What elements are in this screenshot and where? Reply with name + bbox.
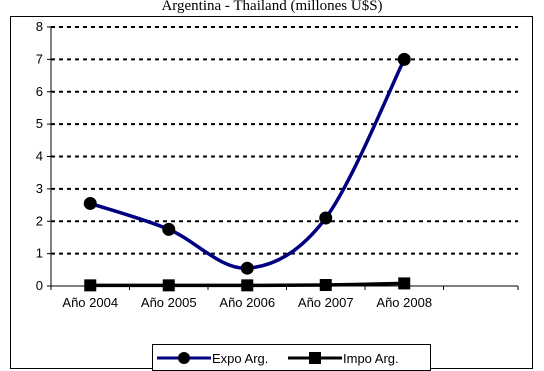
y-tick-label: 6 [36, 84, 43, 99]
y-tick-label: 0 [36, 278, 43, 293]
x-tick-label: Año 2005 [141, 295, 197, 310]
y-tick-label: 2 [36, 213, 43, 228]
data-point [319, 211, 333, 225]
chart-title: Argentina - Thailand (millones U$S) [161, 0, 383, 14]
data-point [397, 52, 411, 66]
data-point [84, 279, 97, 292]
data-point [241, 279, 254, 292]
x-tick-label: Año 2008 [376, 295, 432, 310]
y-tick-labels: 0 1 2 3 4 5 6 7 8 [36, 19, 43, 293]
legend-swatch-impo [288, 352, 342, 364]
y-tick-label: 8 [36, 19, 43, 34]
y-tick-label: 3 [36, 181, 43, 196]
x-tick-label: Año 2004 [62, 295, 118, 310]
gridlines [51, 26, 518, 255]
x-tick-label: Año 2007 [298, 295, 354, 310]
data-point [398, 277, 411, 290]
x-tick-label: Año 2006 [219, 295, 275, 310]
axes [47, 26, 519, 290]
legend-item-impo: Impo Arg. [288, 349, 399, 367]
data-point [319, 279, 332, 292]
y-tick-label: 5 [36, 116, 43, 131]
y-tick-label: 7 [36, 51, 43, 66]
legend-item-expo: Expo Arg. [157, 349, 268, 367]
data-point [83, 196, 97, 210]
y-tick-label: 4 [36, 149, 43, 164]
data-point [162, 222, 176, 236]
x-tick-labels: Año 2004 Año 2005 Año 2006 Año 2007 Año 2008 [62, 295, 432, 310]
data-point [240, 261, 254, 275]
data-point [162, 279, 175, 292]
series-group [83, 52, 411, 292]
legend-label-impo: Impo Arg. [343, 350, 399, 366]
legend-swatch-expo [157, 352, 211, 364]
y-tick-label: 1 [36, 246, 43, 261]
legend-label-expo: Expo Arg. [212, 350, 269, 366]
legend: Expo Arg. Impo Arg. [152, 344, 431, 371]
series-line-0 [89, 58, 406, 270]
